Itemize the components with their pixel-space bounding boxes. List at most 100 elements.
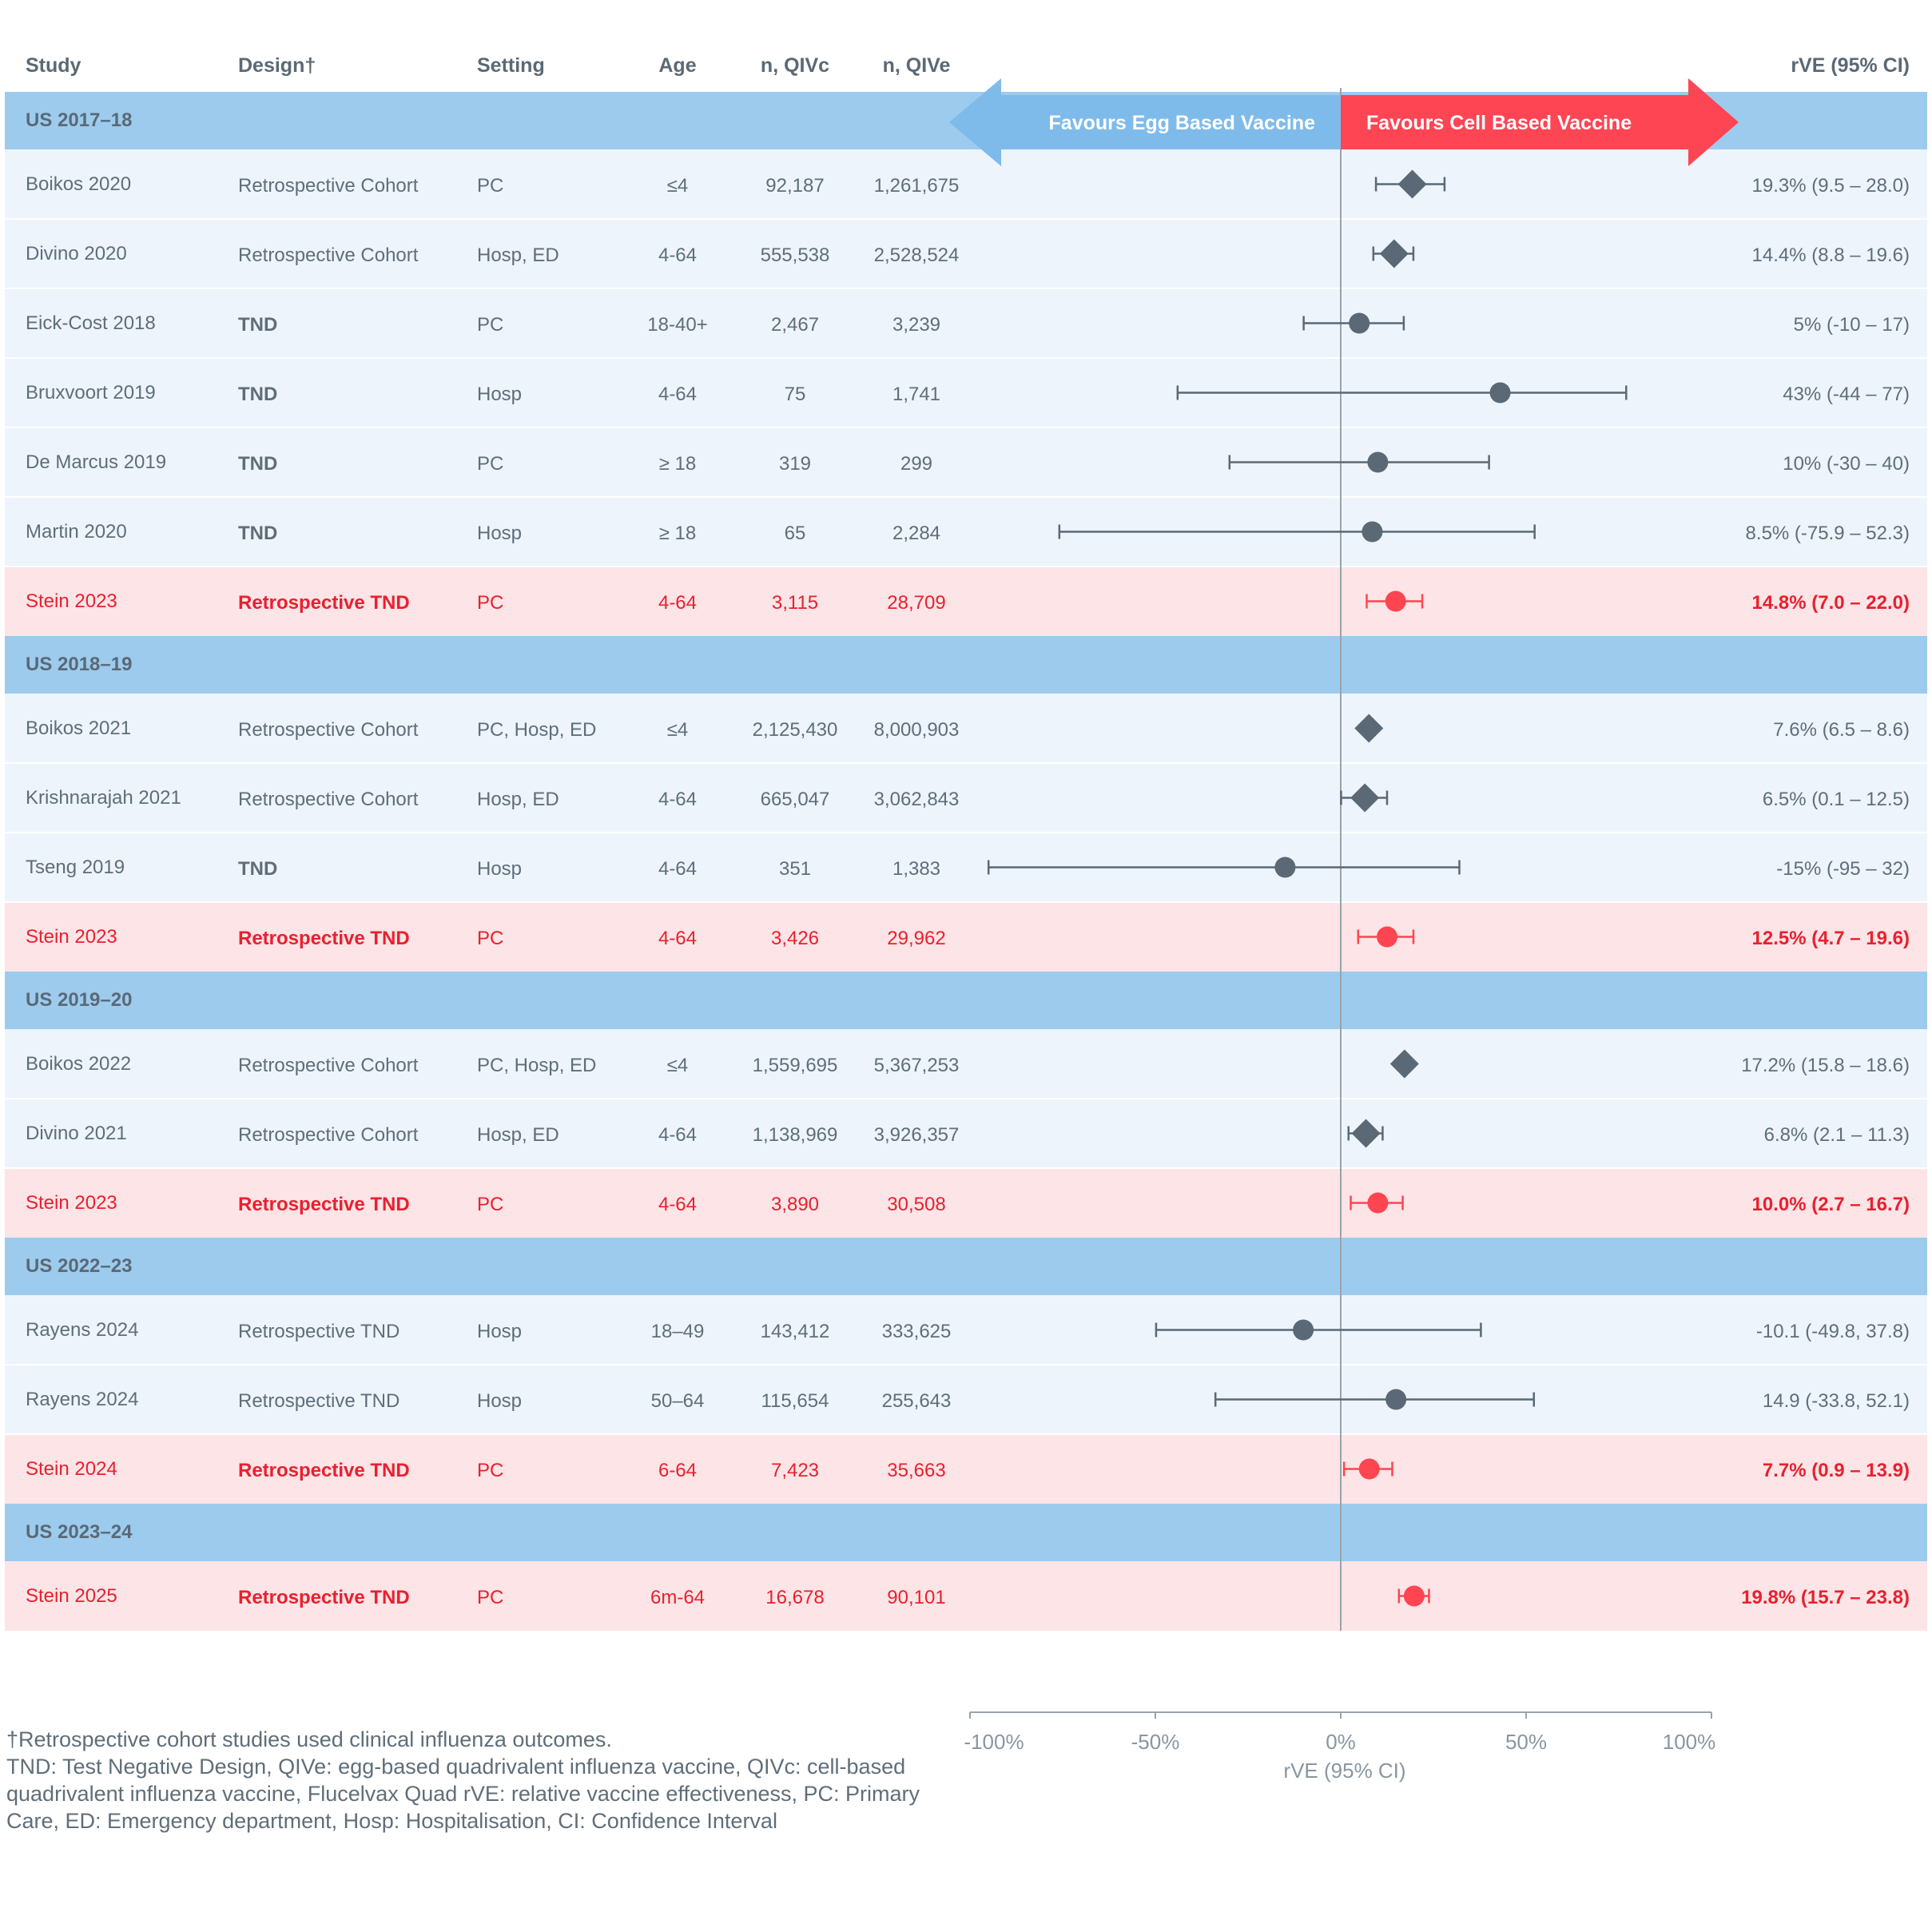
x-tick-label: 0% xyxy=(1326,1730,1356,1754)
table-row xyxy=(5,219,1927,288)
row-divider xyxy=(5,1098,1927,1099)
study-name: Martin 2020 xyxy=(26,520,127,543)
footnote-line-2: TND: Test Negative Design, QIVe: egg-bas… xyxy=(6,1755,920,1833)
study-name: Boikos 2022 xyxy=(26,1052,132,1075)
header-n-qivc: n, QIVc xyxy=(760,54,830,77)
n-qive: 1,261,675 xyxy=(873,174,960,197)
setting: Hosp, ED xyxy=(477,1123,559,1146)
age: 6-64 xyxy=(658,1459,698,1481)
rve-value: 6.8% (2.1 – 11.3) xyxy=(1763,1123,1910,1146)
data-point-martin-2020 xyxy=(1058,521,1536,543)
design: TND xyxy=(238,522,278,544)
n-qivc: 65 xyxy=(784,522,806,544)
setting: Hosp xyxy=(477,857,523,880)
age: ≤4 xyxy=(666,174,689,197)
n-qive: 3,239 xyxy=(892,313,941,336)
n-qivc: 351 xyxy=(778,857,812,880)
point-estimate-diamond xyxy=(1397,169,1427,199)
header-age: Age xyxy=(658,54,697,77)
point-estimate-diamond xyxy=(1351,1119,1381,1148)
table-row-highlight xyxy=(5,1561,1927,1631)
x-tick-label: 50% xyxy=(1505,1730,1547,1754)
setting: PC, Hosp, ED xyxy=(477,1054,597,1076)
age: 4-64 xyxy=(658,383,698,405)
rve-value: 17.2% (15.8 – 18.6) xyxy=(1741,1054,1910,1076)
x-axis-label: rVE (95% CI) xyxy=(1283,1759,1405,1783)
design: Retrospective TND xyxy=(238,1586,410,1608)
rve-value: 14.9 (-33.8, 52.1) xyxy=(1762,1389,1910,1412)
n-qivc: 143,412 xyxy=(760,1320,830,1342)
favours-egg-arrow xyxy=(949,78,1341,166)
data-point-stein-2025 xyxy=(1397,1585,1430,1607)
setting: PC, Hosp, ED xyxy=(477,718,597,741)
point-estimate-circle xyxy=(1385,590,1406,612)
age: 6m-64 xyxy=(650,1586,706,1608)
study-name: Stein 2023 xyxy=(26,925,117,948)
table-background xyxy=(5,92,1927,1631)
design: Retrospective TND xyxy=(238,1459,410,1481)
rve-value: 12.5% (4.7 – 19.6) xyxy=(1751,927,1910,949)
study-name: Stein 2025 xyxy=(26,1584,117,1607)
n-qive: 255,643 xyxy=(881,1389,952,1412)
setting: PC xyxy=(477,1586,504,1608)
n-qive: 2,284 xyxy=(892,522,941,544)
design: TND xyxy=(238,383,278,405)
point-estimate-circle xyxy=(1293,1319,1314,1341)
design: Retrospective Cohort xyxy=(238,718,419,741)
study-name: Eick-Cost 2018 xyxy=(26,312,156,334)
section-title: US 2022–23 xyxy=(26,1255,133,1277)
design: Retrospective TND xyxy=(238,927,410,949)
row-divider xyxy=(5,1167,1927,1169)
age: 4-64 xyxy=(658,857,698,880)
setting: Hosp, ED xyxy=(477,244,559,266)
point-estimate-diamond xyxy=(1389,1049,1419,1079)
design: Retrospective Cohort xyxy=(238,244,419,266)
point-estimate-diamond xyxy=(1379,239,1409,268)
n-qive: 333,625 xyxy=(881,1320,952,1342)
n-qivc: 7,423 xyxy=(770,1459,820,1481)
age: 50–64 xyxy=(650,1389,705,1412)
setting: PC xyxy=(477,927,504,949)
study-name: Boikos 2020 xyxy=(26,173,132,195)
row-divider xyxy=(5,218,1927,220)
study-name: Krishnarajah 2021 xyxy=(26,786,181,809)
rve-value: 7.6% (6.5 – 8.6) xyxy=(1773,718,1910,741)
setting: PC xyxy=(477,313,504,336)
point-estimate-circle xyxy=(1385,1389,1407,1410)
age: ≤4 xyxy=(666,718,689,741)
table-row-highlight xyxy=(5,1168,1927,1238)
n-qive: 28,709 xyxy=(887,591,946,614)
age: ≥ 18 xyxy=(658,452,697,475)
rve-value: 14.8% (7.0 – 22.0) xyxy=(1751,591,1910,614)
design: TND xyxy=(238,313,278,336)
age: 4-64 xyxy=(658,788,698,810)
age: ≥ 18 xyxy=(658,522,697,544)
n-qive: 30,508 xyxy=(887,1193,946,1215)
point-estimate-circle xyxy=(1367,1192,1389,1214)
table-row-highlight xyxy=(5,902,1927,972)
point-estimate-diamond xyxy=(1354,714,1384,743)
design: Retrospective Cohort xyxy=(238,1123,419,1146)
data-point-boikos-2022 xyxy=(1389,1049,1419,1079)
study-name: Divino 2020 xyxy=(26,242,127,264)
data-point-stein-2023 xyxy=(1357,926,1415,948)
header-setting: Setting xyxy=(477,54,545,77)
data-point-boikos-2020 xyxy=(1374,169,1446,199)
rve-value: 10.0% (2.7 – 16.7) xyxy=(1751,1193,1910,1215)
point-estimate-circle xyxy=(1349,312,1370,334)
n-qivc: 665,047 xyxy=(760,788,830,810)
study-name: Rayens 2024 xyxy=(26,1318,139,1341)
data-point-de-marcus-2019 xyxy=(1228,451,1490,473)
point-estimate-circle xyxy=(1274,857,1296,878)
rve-value: 10% (-30 – 40) xyxy=(1783,452,1910,475)
data-point-stein-2023 xyxy=(1366,590,1424,612)
setting: PC xyxy=(477,591,504,614)
rve-value: 19.8% (15.7 – 23.8) xyxy=(1741,1586,1910,1608)
data-point-krishnarajah-2021 xyxy=(1340,783,1389,813)
data-point-eick-cost-2018 xyxy=(1302,312,1405,334)
data-point-stein-2024 xyxy=(1342,1458,1393,1480)
data-point-divino-2021 xyxy=(1347,1119,1384,1148)
design: TND xyxy=(238,857,278,880)
n-qivc: 92,187 xyxy=(765,174,825,197)
